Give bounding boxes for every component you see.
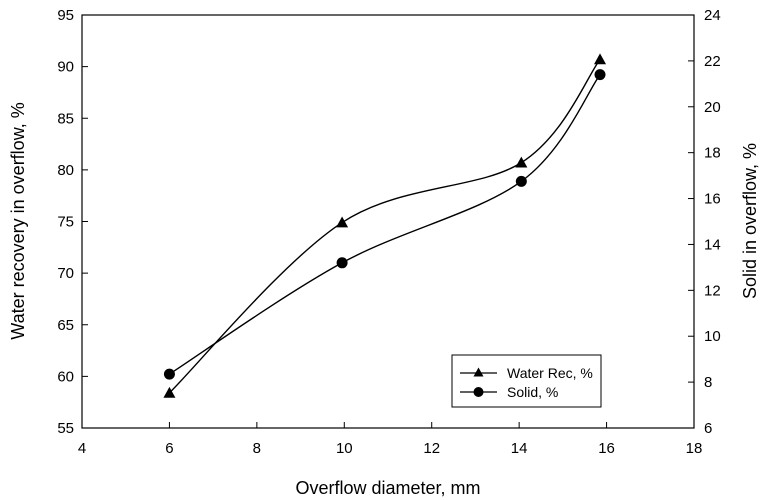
x-tick-label: 16 (598, 440, 615, 457)
x-axis-title: Overflow diameter, mm (295, 478, 480, 498)
x-tick-label: 4 (78, 440, 86, 457)
x-tick-label: 12 (423, 440, 440, 457)
x-axis-ticks: 4 6 8 10 12 14 16 18 (78, 422, 703, 457)
data-point-triangle (336, 216, 349, 228)
legend-label-solid: Solid, % (507, 384, 558, 400)
x-tick-label: 8 (253, 440, 261, 457)
right-y-tick-label: 14 (704, 236, 721, 253)
data-point-circle (594, 69, 606, 81)
series-line-0 (168, 58, 601, 394)
right-y-axis-ticks: 6 8 10 12 14 16 18 20 22 24 (688, 7, 721, 437)
left-y-tick-label: 85 (57, 110, 74, 127)
x-tick-label: 10 (336, 440, 353, 457)
left-y-axis-ticks: 55 60 65 70 75 80 85 90 95 (57, 7, 88, 437)
left-y-tick-label: 70 (57, 265, 74, 282)
legend-circle-marker (473, 387, 484, 397)
series-layer (163, 53, 607, 398)
left-y-tick-label: 75 (57, 214, 74, 231)
legend-box (451, 354, 602, 408)
left-y-axis-title: Water recovery in overflow, % (8, 102, 28, 339)
data-point-triangle (163, 386, 176, 398)
legend-triangle-marker (473, 367, 484, 377)
left-y-tick-label: 90 (57, 59, 74, 76)
x-tick-label: 14 (511, 440, 528, 457)
x-tick-label: 6 (165, 440, 173, 457)
data-point-triangle (594, 53, 607, 65)
left-y-tick-label: 65 (57, 317, 74, 334)
data-point-circle (336, 257, 348, 269)
data-point-circle (163, 368, 175, 380)
left-y-tick-label: 95 (57, 7, 74, 24)
right-y-tick-label: 12 (704, 282, 721, 299)
x-tick-label: 18 (686, 440, 703, 457)
right-y-tick-label: 22 (704, 53, 721, 70)
data-point-triangle (515, 156, 528, 168)
left-y-tick-label: 80 (57, 162, 74, 179)
series-line-1 (169, 74, 601, 375)
data-point-circle (515, 175, 527, 187)
right-y-tick-label: 16 (704, 191, 721, 208)
legend: Water Rec, % Solid, % (451, 354, 602, 408)
right-y-tick-label: 10 (704, 328, 721, 345)
right-y-tick-label: 6 (704, 420, 712, 437)
right-y-tick-label: 18 (704, 145, 721, 162)
right-y-tick-label: 24 (704, 7, 721, 24)
left-y-tick-label: 60 (57, 368, 74, 385)
right-y-tick-label: 8 (704, 374, 712, 391)
right-y-tick-label: 20 (704, 99, 721, 116)
legend-label-water-rec: Water Rec, % (507, 365, 593, 381)
right-y-axis-title: Solid in overflow, % (740, 143, 760, 299)
left-y-tick-label: 55 (57, 420, 74, 437)
